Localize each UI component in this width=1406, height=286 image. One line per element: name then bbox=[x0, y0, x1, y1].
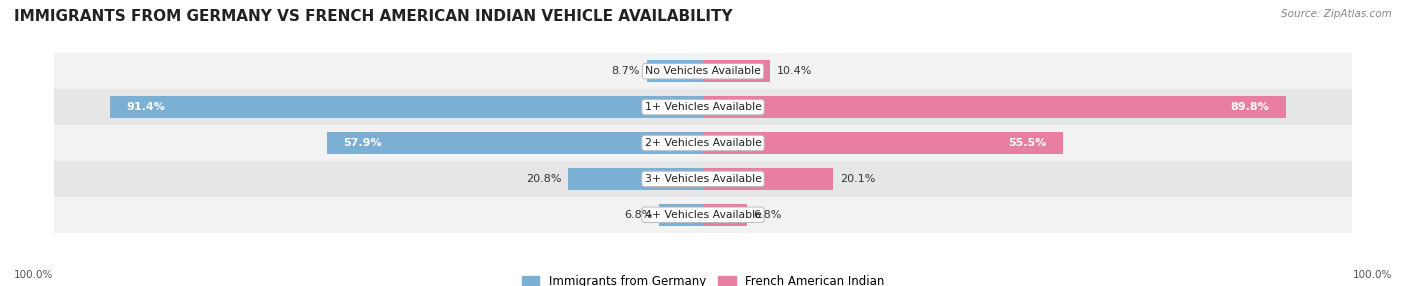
Text: 55.5%: 55.5% bbox=[1008, 138, 1047, 148]
Text: 100.0%: 100.0% bbox=[1353, 270, 1392, 280]
Text: 100.0%: 100.0% bbox=[14, 270, 53, 280]
Bar bbox=[703, 60, 770, 82]
Bar bbox=[703, 132, 1063, 154]
Text: 57.9%: 57.9% bbox=[343, 138, 382, 148]
Bar bbox=[53, 197, 1353, 233]
Text: 20.8%: 20.8% bbox=[526, 174, 561, 184]
Text: 4+ Vehicles Available: 4+ Vehicles Available bbox=[644, 210, 762, 220]
Bar bbox=[53, 89, 1353, 125]
Text: 2+ Vehicles Available: 2+ Vehicles Available bbox=[644, 138, 762, 148]
Legend: Immigrants from Germany, French American Indian: Immigrants from Germany, French American… bbox=[517, 270, 889, 286]
Text: No Vehicles Available: No Vehicles Available bbox=[645, 66, 761, 76]
Bar bbox=[703, 204, 747, 226]
Text: 91.4%: 91.4% bbox=[127, 102, 165, 112]
Text: 3+ Vehicles Available: 3+ Vehicles Available bbox=[644, 174, 762, 184]
Text: Source: ZipAtlas.com: Source: ZipAtlas.com bbox=[1281, 9, 1392, 19]
Bar bbox=[703, 168, 834, 190]
Bar bbox=[328, 132, 703, 154]
Text: 6.8%: 6.8% bbox=[624, 210, 652, 220]
Bar bbox=[568, 168, 703, 190]
Bar bbox=[53, 125, 1353, 161]
Text: IMMIGRANTS FROM GERMANY VS FRENCH AMERICAN INDIAN VEHICLE AVAILABILITY: IMMIGRANTS FROM GERMANY VS FRENCH AMERIC… bbox=[14, 9, 733, 23]
Bar bbox=[647, 60, 703, 82]
Bar bbox=[659, 204, 703, 226]
Text: 8.7%: 8.7% bbox=[612, 66, 640, 76]
Text: 10.4%: 10.4% bbox=[778, 66, 813, 76]
Text: 6.8%: 6.8% bbox=[754, 210, 782, 220]
Bar bbox=[110, 96, 703, 118]
Bar bbox=[53, 161, 1353, 197]
Text: 89.8%: 89.8% bbox=[1230, 102, 1270, 112]
Text: 1+ Vehicles Available: 1+ Vehicles Available bbox=[644, 102, 762, 112]
Bar bbox=[703, 96, 1285, 118]
Text: 20.1%: 20.1% bbox=[839, 174, 876, 184]
Bar bbox=[53, 53, 1353, 89]
